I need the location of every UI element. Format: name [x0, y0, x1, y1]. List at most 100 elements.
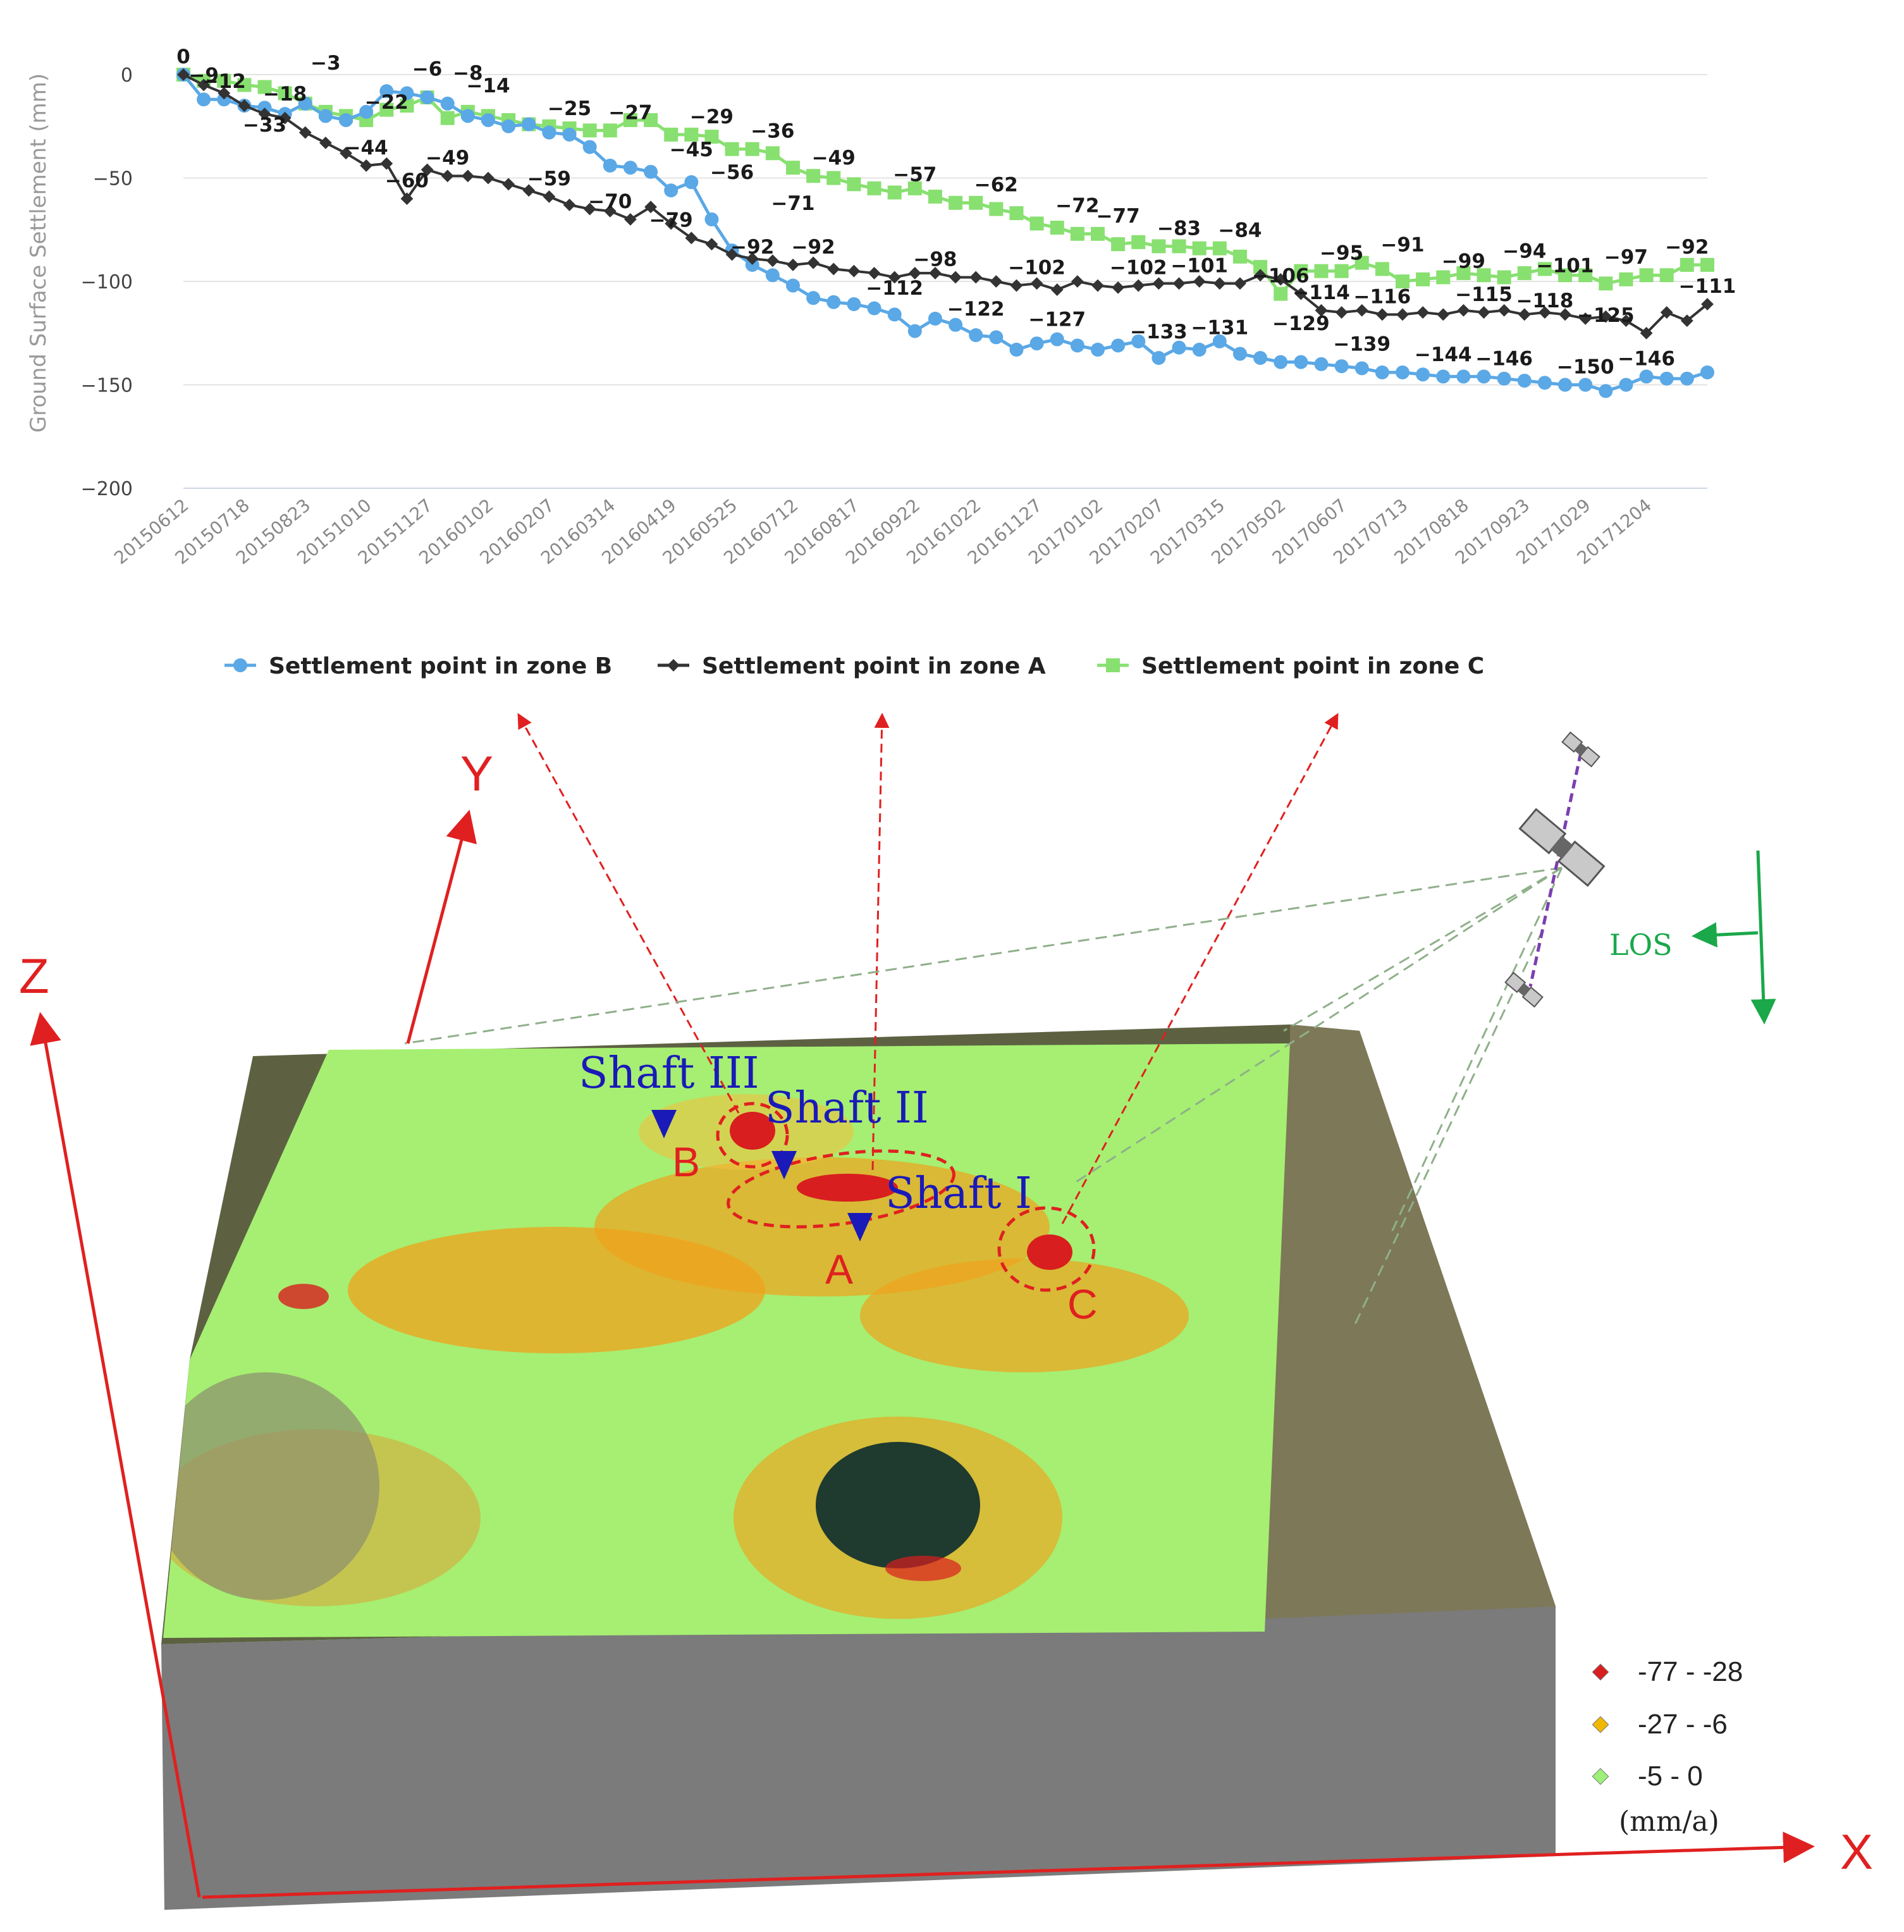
data-label: −102: [1110, 257, 1167, 280]
legend-swatch-2: [1592, 1716, 1609, 1733]
data-point: [1334, 264, 1349, 278]
data-label: −99: [1442, 250, 1485, 273]
data-point: [543, 190, 556, 203]
data-point: [1456, 369, 1471, 384]
data-point: [949, 271, 962, 284]
data-point: [582, 140, 597, 154]
data-point: [969, 328, 983, 343]
data-point: [197, 92, 211, 107]
data-point: [218, 87, 231, 100]
satellite-track: [1528, 752, 1583, 987]
data-point: [806, 169, 821, 183]
data-label: −18: [263, 83, 307, 106]
data-label: −56: [710, 161, 754, 184]
y-tick-label: −100: [81, 271, 133, 293]
data-point: [765, 268, 780, 283]
zone-c-letter: C: [1067, 1281, 1098, 1327]
data-label: −44: [345, 137, 388, 159]
shaft-3-marker: [651, 1110, 677, 1138]
data-label: −49: [426, 147, 469, 169]
data-point: [868, 267, 881, 280]
data-point: [826, 171, 841, 185]
data-point: [1579, 312, 1592, 325]
data-label: −71: [771, 192, 814, 215]
data-point: [1152, 350, 1166, 365]
data-point: [888, 271, 901, 284]
data-point: [1436, 270, 1451, 285]
x-axis-ticks: 2015061220150718201508232015101020151127…: [110, 495, 1655, 569]
data-label: −84: [1218, 219, 1262, 242]
data-label: −92: [730, 236, 774, 259]
data-point: [928, 189, 942, 204]
data-point: [969, 195, 983, 210]
data-point: [847, 297, 861, 311]
legend-label: Settlement point in zone B: [269, 653, 612, 679]
data-point: [1619, 314, 1633, 328]
y-tick-label: −50: [93, 168, 133, 190]
data-label: −70: [588, 190, 632, 213]
data-point: [1578, 378, 1593, 392]
data-label: −139: [1333, 333, 1391, 356]
data-point: [1558, 378, 1573, 392]
data-point: [1212, 334, 1227, 348]
zone-b-link-arrow: [517, 713, 740, 1114]
data-point: [1355, 304, 1368, 317]
data-point: [786, 161, 800, 175]
data-label: −9: [188, 64, 219, 87]
data-label: −115: [1455, 283, 1513, 306]
data-point: [583, 202, 596, 216]
data-point: [1193, 275, 1206, 288]
data-point: [1639, 268, 1654, 283]
data-point: [847, 177, 861, 192]
series-line: [183, 73, 1707, 297]
data-point: [440, 111, 455, 125]
legend-swatch-3: [1592, 1768, 1609, 1785]
data-point: [1660, 306, 1673, 319]
data-point: [582, 123, 597, 138]
data-label: −49: [812, 147, 856, 169]
los-vertical-arrow: [1750, 850, 1776, 1024]
data-point: [1701, 298, 1714, 311]
data-label: −27: [608, 101, 652, 124]
legend-item-0[interactable]: Settlement point in zone B: [224, 653, 612, 679]
data-point: [644, 200, 657, 214]
data-label: −72: [1055, 194, 1099, 217]
data-point: [1029, 336, 1044, 351]
data-point: [1050, 283, 1064, 296]
data-point: [1396, 365, 1410, 379]
data-point: [1457, 304, 1470, 317]
data-point: [949, 195, 963, 210]
data-point: [1537, 262, 1552, 276]
data-point: [1375, 365, 1389, 379]
data-point: [745, 142, 759, 156]
data-label: −131: [1191, 316, 1248, 339]
data-point: [1456, 266, 1471, 280]
terrain-right-slope: [1258, 1024, 1556, 1619]
z-axis-arrow: [30, 1012, 201, 1898]
data-point: [664, 127, 679, 142]
data-point: [542, 125, 556, 140]
data-point: [1029, 216, 1044, 231]
y-tick-label: −150: [81, 375, 133, 397]
data-point: [1091, 279, 1104, 292]
data-point: [217, 73, 231, 88]
data-label: 0: [176, 46, 190, 68]
data-point: [379, 102, 394, 117]
data-point: [1232, 347, 1247, 361]
data-point: [298, 96, 312, 111]
data-point: [1680, 371, 1694, 386]
data-point: [440, 96, 455, 111]
data-label: −144: [1415, 343, 1472, 366]
chart-legend[interactable]: Settlement point in zone B Settlement poi…: [224, 653, 1484, 679]
data-point: [278, 111, 292, 125]
data-point: [1578, 268, 1593, 283]
data-point: [1619, 272, 1633, 286]
legend-item-1[interactable]: Settlement point in zone A: [658, 653, 1046, 679]
data-label: −150: [1557, 356, 1614, 379]
legend-item-2[interactable]: Settlement point in zone C: [1097, 653, 1484, 679]
data-point: [1070, 226, 1084, 241]
data-point: [989, 202, 1004, 216]
data-label: −77: [1096, 205, 1140, 228]
series-diamond-1: [177, 68, 1714, 340]
data-point: [441, 169, 454, 183]
